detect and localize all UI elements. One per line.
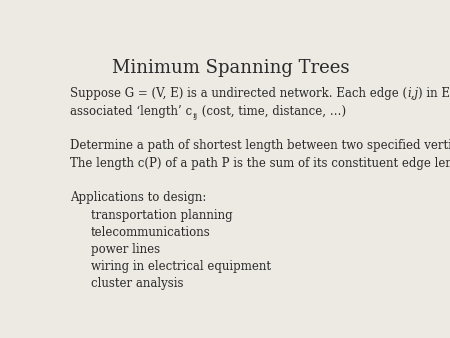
Text: ij: ij (192, 112, 198, 120)
Text: telecommunications: telecommunications (91, 226, 211, 239)
Text: Suppose G = (V, E) is a undirected network. Each edge (: Suppose G = (V, E) is a undirected netwo… (70, 87, 407, 99)
Text: power lines: power lines (91, 243, 160, 256)
Text: (cost, time, distance, …): (cost, time, distance, …) (198, 105, 346, 118)
Text: cluster analysis: cluster analysis (91, 276, 184, 290)
Text: The length c(P) of a path P is the sum of its constituent edge lengths: c(P) = Σ: The length c(P) of a path P is the sum o… (70, 157, 450, 170)
Text: Applications to design:: Applications to design: (70, 191, 207, 203)
Text: ) in E has an: ) in E has an (418, 87, 450, 99)
Text: associated ‘length’ c: associated ‘length’ c (70, 105, 192, 118)
Text: Minimum Spanning Trees: Minimum Spanning Trees (112, 59, 349, 77)
Text: wiring in electrical equipment: wiring in electrical equipment (91, 260, 271, 272)
Text: transportation planning: transportation planning (91, 209, 233, 222)
Text: i,j: i,j (407, 87, 418, 99)
Text: Determine a path of shortest length between two specified vertices: Determine a path of shortest length betw… (70, 139, 450, 151)
